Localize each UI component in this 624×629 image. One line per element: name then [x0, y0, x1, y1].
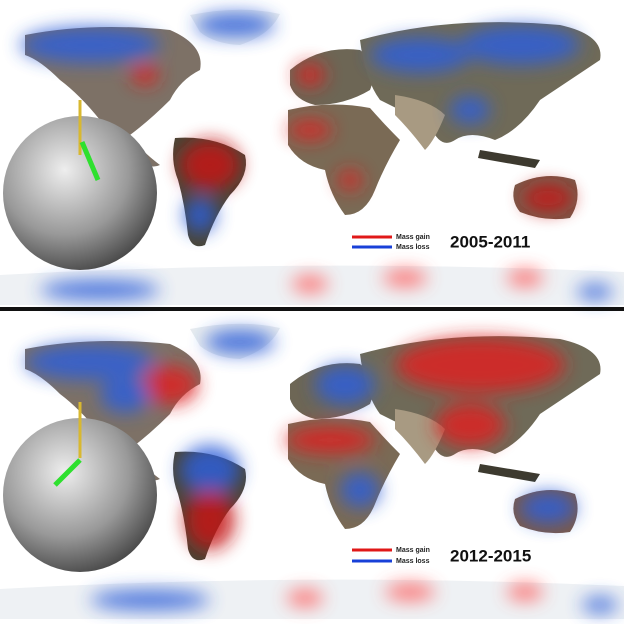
- period-label: 2005-2011: [450, 232, 530, 251]
- panel-bottom: Mass gain Mass loss 2012-2015: [0, 323, 624, 619]
- period-label: 2012-2015: [450, 546, 531, 565]
- globe: [3, 418, 157, 572]
- legend-label: Mass gain: [396, 234, 430, 241]
- panel-top: Mass gain Mass loss 2005-2011: [0, 9, 624, 305]
- legend-label: Mass gain: [396, 547, 430, 554]
- legend-label: Mass loss: [396, 244, 430, 251]
- mass-overlay: [25, 330, 618, 613]
- legend-label: Mass loss: [396, 558, 430, 565]
- pole-drift-arrow: [79, 141, 101, 181]
- globe: [3, 116, 157, 270]
- divider: [0, 307, 624, 311]
- pole-drift-arrow: [53, 458, 82, 487]
- mass-overlay: [20, 13, 613, 300]
